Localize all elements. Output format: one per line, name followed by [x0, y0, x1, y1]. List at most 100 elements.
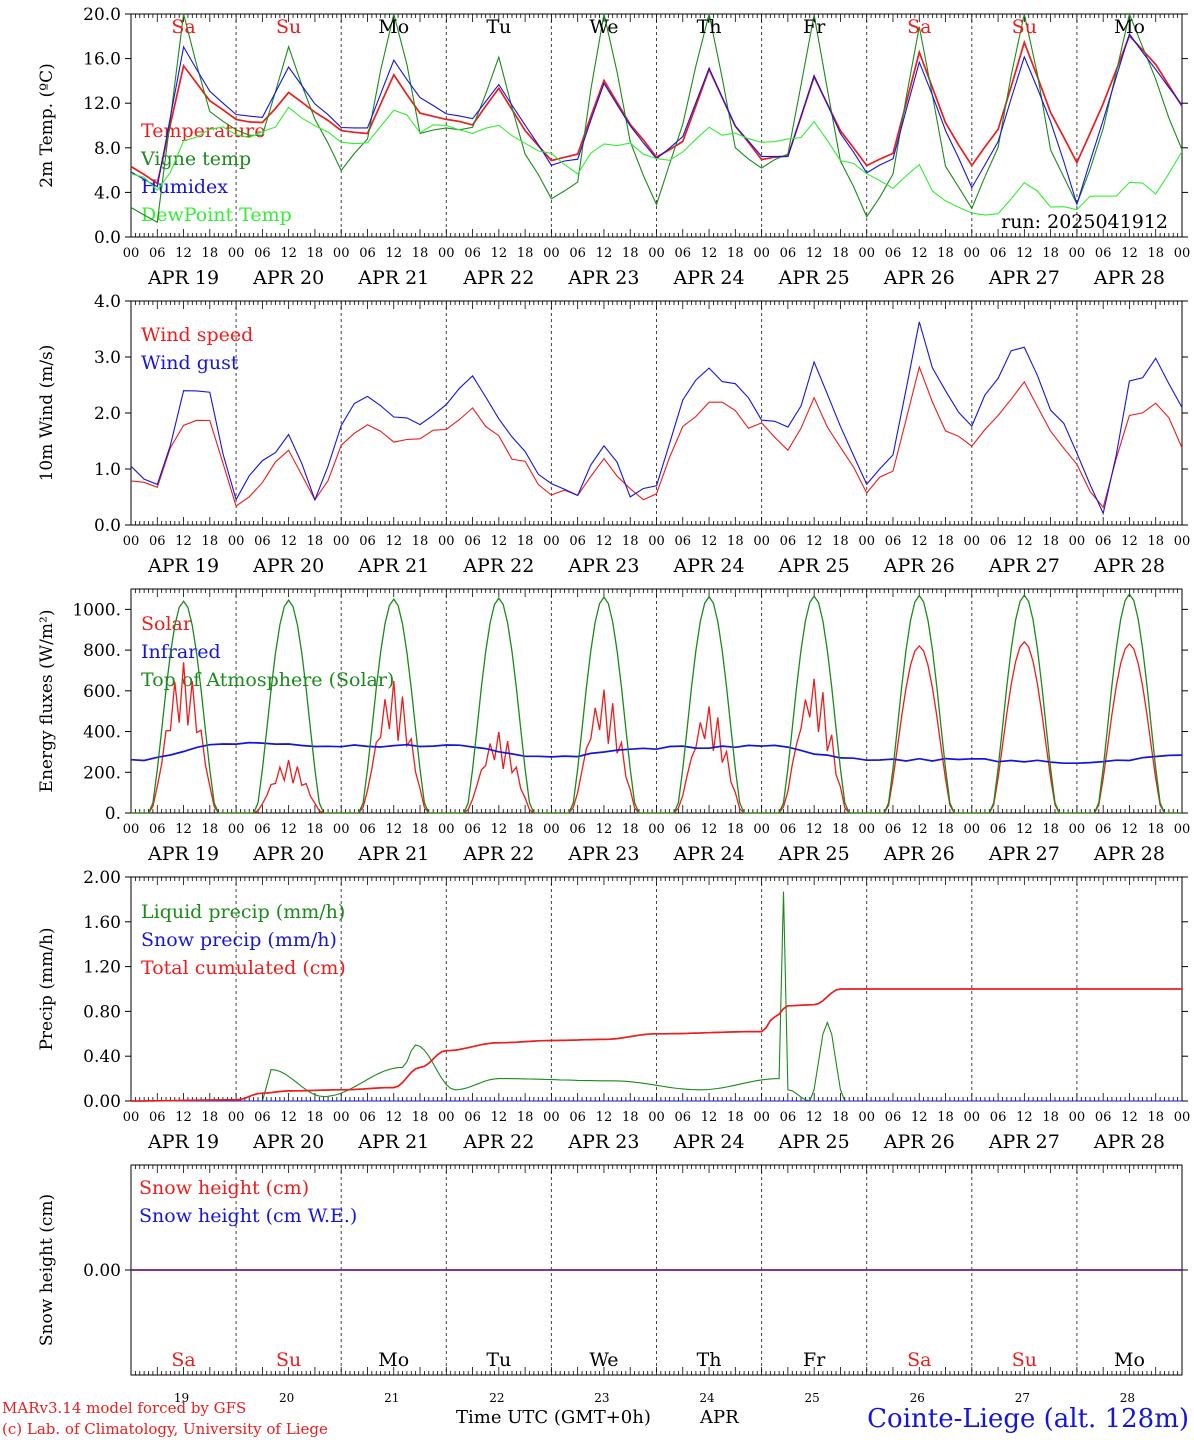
panel-4: 0.00 0.40 0.80 1.20 1.60 2.00 Precip (mm/h) 00 0…	[37, 868, 1190, 1153]
x-hour-label: 18	[832, 534, 849, 549]
x-hour-label: 12	[491, 246, 508, 261]
x-date-label: APR 23	[567, 555, 639, 577]
x-hour-label: 06	[1095, 822, 1112, 837]
x-hour-label: 00	[858, 246, 875, 261]
y-tick-label: 2.0	[94, 404, 121, 424]
x-hour-label: 00	[858, 822, 875, 837]
x-date-label: APR 23	[567, 1131, 639, 1153]
chart-panels: 0.0 4.0 8.0 12.0 16.0 20.0 2m Temp. (ºC) 00 06 12…	[37, 5, 1190, 1405]
x-hour-label: 18	[1042, 822, 1059, 837]
y-axis-label: Energy fluxes (W/m²)	[37, 610, 57, 793]
x-hour-label: 12	[806, 534, 823, 549]
day-number-label: 21	[384, 1391, 399, 1405]
x-hour-label: 06	[885, 534, 902, 549]
legend-entry: Total cumulated (cm)	[141, 957, 346, 979]
x-date-label: APR 28	[1093, 843, 1165, 865]
x-hour-label: 18	[622, 246, 639, 261]
x-hour-label: 12	[1016, 1110, 1033, 1125]
dow-label-bottom: Su	[1012, 1349, 1037, 1371]
x-hour-label: 00	[228, 1110, 245, 1125]
x-date-label: APR 27	[988, 267, 1060, 289]
y-tick-label: 2.00	[83, 868, 121, 888]
x-hour-label: 18	[517, 534, 534, 549]
x-hour-label: 12	[701, 534, 718, 549]
day-number-label: 23	[594, 1391, 609, 1405]
x-date-label: APR 22	[462, 843, 534, 865]
x-hour-label: 00	[858, 534, 875, 549]
x-hour-label: 00	[543, 822, 560, 837]
x-hour-label: 12	[911, 822, 928, 837]
x-date-label: APR 22	[462, 555, 534, 577]
x-hour-label: 06	[464, 822, 481, 837]
x-hour-label: 06	[1095, 534, 1112, 549]
x-hour-label: 00	[1174, 246, 1191, 261]
dow-label-bottom: Th	[697, 1349, 722, 1371]
x-hour-label: 18	[412, 534, 429, 549]
day-number-label: 28	[1120, 1391, 1135, 1405]
x-date-label: APR 19	[147, 1131, 219, 1153]
y-tick-label: 3.0	[94, 348, 121, 368]
legend-entry: Infrared	[141, 641, 221, 663]
x-hour-label: 00	[858, 1110, 875, 1125]
series-wind-gust	[130, 321, 1183, 516]
x-hour-label: 12	[701, 822, 718, 837]
x-hour-label: 18	[412, 822, 429, 837]
y-tick-label: 0.	[105, 804, 121, 824]
x-hour-label: 00	[438, 822, 455, 837]
dow-label-top: Sa	[171, 16, 195, 38]
x-hour-label: 06	[359, 822, 376, 837]
panel-frame	[130, 300, 1183, 526]
x-hour-label: 00	[964, 246, 981, 261]
x-hour-label: 12	[280, 822, 297, 837]
day-number-label: 22	[489, 1391, 504, 1405]
x-date-label: APR 20	[252, 267, 324, 289]
x-hour-label: 18	[202, 246, 219, 261]
x-hour-label: 06	[569, 1110, 586, 1125]
y-tick-label: 20.0	[83, 5, 121, 25]
y-tick-label: 12.0	[83, 94, 121, 114]
x-hour-label: 06	[149, 822, 166, 837]
dow-label-bottom: Mo	[1114, 1349, 1145, 1371]
x-hour-label: 18	[727, 246, 744, 261]
x-date-label: APR 20	[252, 843, 324, 865]
x-hour-label: 18	[1147, 1110, 1164, 1125]
footer-credit: (c) Lab. of Climatology, University of L…	[2, 1420, 328, 1438]
footer-model: MARv3.14 model forced by GFS	[2, 1399, 246, 1417]
x-hour-label: 06	[359, 534, 376, 549]
footer-xaxis-label: Time UTC (GMT+0h)	[456, 1407, 651, 1428]
x-hour-label: 12	[911, 1110, 928, 1125]
x-hour-label: 12	[491, 822, 508, 837]
legend-entry: Top of Atmosphere (Solar)	[141, 669, 394, 691]
x-date-label: APR 27	[988, 1131, 1060, 1153]
x-hour-label: 06	[885, 822, 902, 837]
x-hour-label: 18	[1147, 822, 1164, 837]
x-date-label: APR 21	[357, 1131, 429, 1153]
x-hour-label: 18	[727, 534, 744, 549]
y-tick-label: 0.0	[94, 516, 121, 536]
x-date-label: APR 24	[673, 267, 745, 289]
run-label: run: 2025041912	[1001, 211, 1168, 233]
x-hour-label: 00	[753, 246, 770, 261]
x-hour-label: 12	[175, 1110, 192, 1125]
x-hour-label: 06	[464, 534, 481, 549]
x-hour-label: 12	[280, 534, 297, 549]
x-hour-label: 06	[254, 246, 271, 261]
dow-label-bottom: Su	[276, 1349, 301, 1371]
x-date-label: APR 25	[778, 843, 850, 865]
x-hour-label: 12	[385, 1110, 402, 1125]
x-hour-label: 12	[175, 246, 192, 261]
x-date-label: APR 27	[988, 843, 1060, 865]
x-hour-label: 12	[911, 246, 928, 261]
x-hour-label: 06	[149, 246, 166, 261]
x-date-label: APR 24	[673, 1131, 745, 1153]
x-date-label: APR 21	[357, 843, 429, 865]
panel-2: 0.0 1.0 2.0 3.0 4.0 10m Wind (m/s) 00 06 12 18 APR…	[37, 292, 1190, 577]
footer-month: APR	[699, 1407, 739, 1428]
day-number-label: 27	[1015, 1391, 1030, 1405]
series-dewpoint-temp	[130, 106, 1183, 216]
dow-label-top: Mo	[1114, 16, 1145, 38]
y-tick-label: 16.0	[83, 50, 121, 70]
x-hour-label: 18	[832, 1110, 849, 1125]
x-hour-label: 18	[937, 534, 954, 549]
x-hour-label: 06	[990, 822, 1007, 837]
